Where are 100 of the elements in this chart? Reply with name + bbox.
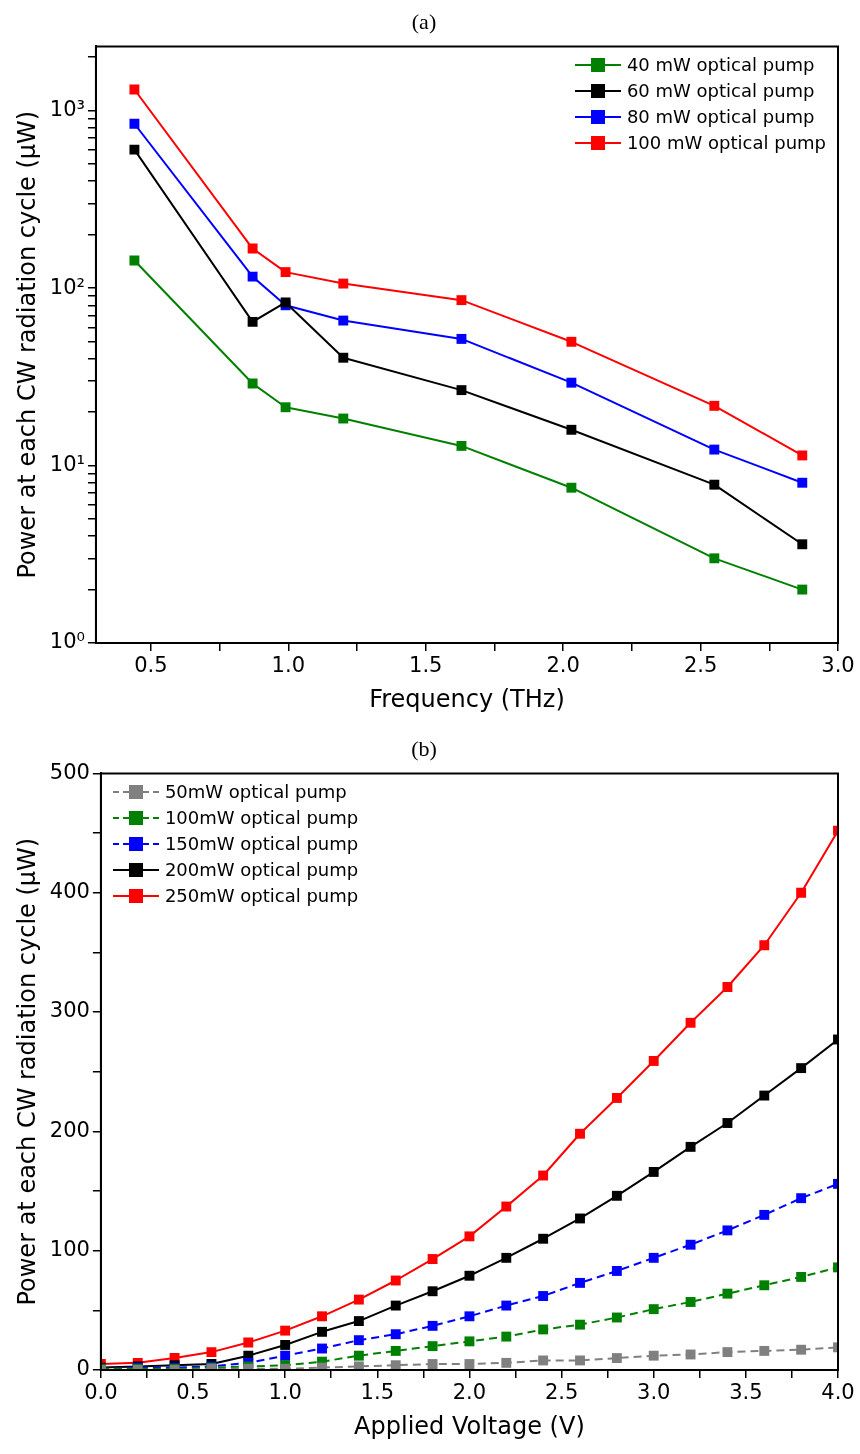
point bbox=[611, 1093, 622, 1103]
point bbox=[685, 1141, 696, 1152]
point bbox=[759, 1280, 770, 1291]
point bbox=[390, 1345, 401, 1356]
point bbox=[796, 1344, 807, 1355]
y-tick-label: 10¹ bbox=[49, 451, 85, 476]
point bbox=[501, 1300, 512, 1311]
point bbox=[538, 1324, 549, 1335]
point bbox=[129, 144, 140, 155]
point bbox=[353, 1350, 364, 1361]
point bbox=[722, 982, 733, 992]
y-tick-label: 500 bbox=[49, 759, 90, 784]
point bbox=[338, 352, 349, 363]
x-tick-label: 0.5 bbox=[134, 653, 168, 678]
point bbox=[247, 316, 258, 327]
point bbox=[280, 402, 291, 413]
point bbox=[456, 385, 467, 396]
x-tick-label: 4.0 bbox=[821, 1380, 855, 1405]
point bbox=[501, 1331, 512, 1342]
x-tick-label: 1.5 bbox=[409, 653, 443, 678]
point bbox=[797, 584, 808, 595]
point bbox=[709, 553, 720, 564]
point bbox=[685, 1239, 696, 1250]
x-tick-label: 3.5 bbox=[729, 1380, 763, 1405]
point bbox=[427, 1359, 438, 1369]
y-tick-label: 100 bbox=[49, 1237, 90, 1262]
point bbox=[427, 1286, 438, 1297]
y-tick-label: 10⁰ bbox=[49, 629, 85, 654]
y-axis-title: Power at each CW radiation cycle (μW) bbox=[12, 837, 41, 1306]
point bbox=[709, 444, 720, 455]
point bbox=[575, 1319, 585, 1330]
point bbox=[538, 1291, 549, 1301]
point bbox=[797, 539, 808, 550]
point bbox=[722, 1288, 733, 1299]
point bbox=[575, 1213, 585, 1224]
point bbox=[247, 243, 258, 254]
point bbox=[709, 479, 720, 490]
x-axis-title: Applied Voltage (V) bbox=[354, 1411, 585, 1440]
point bbox=[338, 315, 349, 326]
point bbox=[317, 1326, 327, 1337]
point bbox=[456, 295, 467, 306]
point bbox=[280, 1350, 291, 1361]
point bbox=[464, 1336, 475, 1347]
point bbox=[280, 267, 291, 278]
y-tick-label: 300 bbox=[49, 998, 90, 1023]
point bbox=[759, 940, 770, 951]
y-tick-label: 400 bbox=[49, 879, 90, 904]
point bbox=[685, 1297, 696, 1307]
y-tick-label: 10³ bbox=[49, 97, 85, 122]
point bbox=[685, 1017, 696, 1028]
legend-label: 50mW optical pump bbox=[164, 780, 347, 805]
point bbox=[501, 1252, 512, 1263]
x-tick-label: 2.5 bbox=[544, 1380, 579, 1405]
point bbox=[566, 482, 577, 493]
point bbox=[611, 1266, 622, 1276]
x-tick-label: 3.0 bbox=[637, 1380, 671, 1405]
point bbox=[611, 1353, 622, 1364]
legend-label: 100mW optical pump bbox=[164, 806, 359, 831]
point bbox=[501, 1357, 512, 1368]
point bbox=[247, 378, 258, 389]
point bbox=[456, 333, 467, 344]
point bbox=[353, 1335, 364, 1346]
point bbox=[796, 1271, 807, 1282]
point bbox=[427, 1254, 438, 1264]
y-tick-label: 10² bbox=[49, 274, 85, 299]
legend-label: 80 mW optical pump bbox=[626, 105, 815, 130]
point bbox=[538, 1233, 549, 1244]
point bbox=[280, 1339, 291, 1350]
legend-label: 150mW optical pump bbox=[164, 832, 359, 857]
point bbox=[317, 1343, 327, 1354]
point bbox=[129, 84, 140, 95]
point bbox=[456, 440, 467, 451]
point bbox=[353, 1361, 364, 1370]
point bbox=[722, 1347, 733, 1358]
legend-label: 100 mW optical pump bbox=[626, 131, 826, 156]
point bbox=[575, 1355, 585, 1366]
point bbox=[709, 400, 720, 411]
point bbox=[648, 1056, 659, 1066]
point bbox=[390, 1329, 401, 1340]
point bbox=[797, 477, 808, 488]
point bbox=[648, 1252, 659, 1263]
point bbox=[648, 1304, 659, 1315]
point bbox=[722, 1118, 733, 1128]
point bbox=[796, 887, 807, 898]
point bbox=[722, 1225, 733, 1236]
y-tick-label: 0 bbox=[76, 1356, 90, 1381]
x-tick-label: 0.0 bbox=[84, 1380, 118, 1405]
y-tick-label: 200 bbox=[49, 1117, 90, 1142]
x-axis-title: Frequency (THz) bbox=[369, 684, 565, 713]
y-axis-title: Power at each CW radiation cycle (μW) bbox=[12, 110, 41, 579]
point bbox=[648, 1166, 659, 1177]
point bbox=[317, 1311, 327, 1322]
point bbox=[759, 1345, 770, 1356]
x-tick-label: 1.5 bbox=[360, 1380, 394, 1405]
chart-title: (b) bbox=[411, 735, 437, 761]
point bbox=[338, 278, 349, 289]
point bbox=[538, 1355, 549, 1366]
point bbox=[464, 1231, 475, 1242]
point bbox=[464, 1311, 475, 1322]
x-tick-label: 2.0 bbox=[546, 653, 580, 678]
